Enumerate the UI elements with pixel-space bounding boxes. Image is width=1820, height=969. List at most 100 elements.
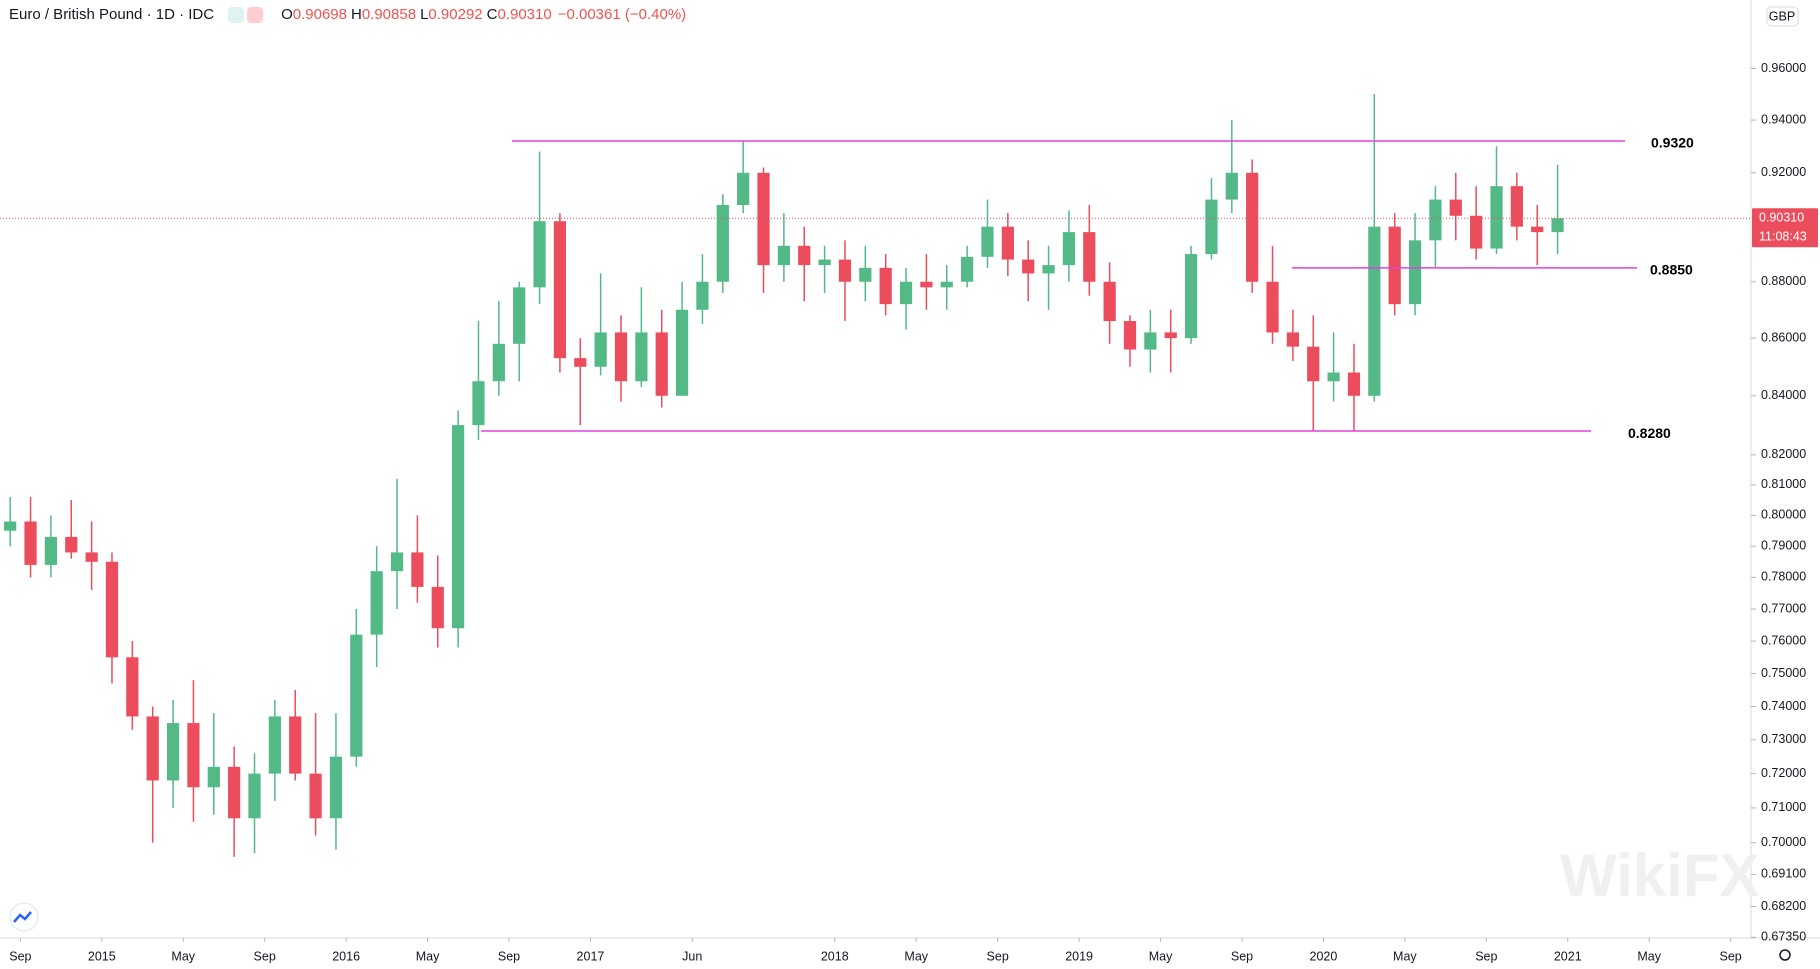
x-tick-label: May (1149, 949, 1173, 963)
candle-body (757, 172, 770, 266)
x-tick-label: Sep (498, 949, 520, 963)
currency-badge[interactable] (1766, 6, 1799, 27)
x-tick-label: Sep (1231, 949, 1253, 963)
symbol[interactable]: Euro / British Pound · 1D · IDC (9, 6, 215, 23)
y-tick-label: 0.88000 (1761, 274, 1806, 288)
candle-body (675, 309, 689, 396)
x-tick-label: Sep (1720, 949, 1742, 963)
candle-body (1123, 321, 1137, 350)
y-tick-label: 0.72000 (1761, 766, 1806, 780)
y-tick-label: 0.84000 (1761, 388, 1806, 402)
x-tick-label: Jun (682, 949, 702, 963)
logo-icon (13, 911, 32, 923)
candle-body (166, 723, 180, 781)
ohlc-key: C (486, 6, 498, 23)
candle-body (553, 221, 567, 359)
candle-body (146, 716, 159, 781)
ohlc-value: 0.90310 (497, 6, 552, 23)
candle-body (614, 332, 628, 382)
candle-body (1368, 226, 1381, 396)
candle-body (1042, 265, 1055, 274)
x-tick-label: May (1637, 949, 1661, 963)
gear (1779, 949, 1791, 961)
y-tick-label: 0.92000 (1761, 165, 1806, 179)
candle-body (309, 773, 322, 819)
y-tick-label: 0.77000 (1761, 601, 1806, 615)
x-tick-label: 2021 (1554, 949, 1582, 963)
candle-body (268, 716, 281, 774)
x-tick-label: Sep (254, 949, 276, 963)
candle-body (1327, 372, 1340, 382)
candle-body (228, 766, 241, 819)
data-badge (247, 6, 264, 23)
x-tick-label: 2016 (332, 949, 360, 963)
y-tick-label: 0.67350 (1761, 930, 1806, 944)
candle-body (370, 571, 383, 635)
candle-body (1246, 172, 1259, 282)
candle-body (126, 657, 139, 717)
candle-body (472, 381, 485, 426)
candle-body (798, 245, 811, 266)
candle-body (44, 536, 58, 565)
candle-body (655, 332, 668, 396)
y-tick-label: 0.70000 (1761, 835, 1806, 849)
ohlc-key: O (281, 6, 293, 23)
ohlc-key: L (420, 6, 429, 23)
candle-body (1531, 226, 1544, 233)
candle-body (492, 343, 505, 382)
candle-body (1184, 254, 1198, 339)
y-tick-label: 0.69100 (1761, 867, 1806, 881)
ohlc-values: O0.90698 H0.90858 L0.90292 C0.90310 (277, 6, 552, 23)
candle-body (859, 267, 872, 282)
y-tick-label: 0.82000 (1761, 447, 1806, 461)
candle-body (696, 281, 709, 310)
candle-body (24, 521, 37, 565)
candle-body (4, 521, 17, 531)
candle-body (818, 259, 831, 266)
y-tick-label: 0.86000 (1761, 330, 1806, 344)
y-tick-label: 0.94000 (1761, 112, 1806, 126)
candle-body (574, 358, 587, 367)
candle-body (329, 756, 343, 819)
status-badges (228, 6, 264, 23)
y-tick-label: 0.68200 (1761, 899, 1806, 913)
x-tick-label: Sep (1475, 949, 1497, 963)
y-tick-label: 0.74000 (1761, 699, 1806, 713)
candle-body (1347, 372, 1361, 396)
legend-header: Euro / British Pound · 1D · IDC O0.90698… (9, 6, 686, 23)
candle-body (1062, 232, 1076, 266)
candle-body (737, 172, 750, 205)
candles (4, 94, 1564, 857)
candle-body (1307, 346, 1320, 382)
x-tick-label: Sep (987, 949, 1009, 963)
candle-body (961, 256, 974, 282)
candle-body (1144, 332, 1157, 350)
x-tick-label: 2020 (1310, 949, 1338, 963)
candle-body (1510, 186, 1523, 227)
candle-body (1022, 259, 1035, 274)
candle-body (1083, 232, 1096, 282)
ohlc-value: 0.90292 (428, 6, 483, 23)
ohlc-value: 0.90698 (292, 6, 347, 23)
x-tick-label: May (904, 949, 928, 963)
candle-body (777, 245, 790, 266)
candle-body (594, 332, 607, 367)
candle-body (981, 226, 994, 257)
last-price-box (1752, 208, 1818, 248)
candle-body (207, 766, 220, 788)
y-tick-label: 0.73000 (1761, 732, 1806, 746)
candle-body (533, 221, 546, 288)
candle-body (899, 281, 913, 305)
candle-body (1225, 172, 1238, 200)
y-tick-label: 0.81000 (1761, 477, 1806, 491)
y-tick-label: 0.71000 (1761, 800, 1806, 814)
candle-body (838, 259, 852, 282)
candle-body (390, 552, 404, 572)
settings-icon[interactable] (1779, 949, 1791, 961)
ohlc-key: H (350, 6, 362, 23)
currency-label: GBP (1769, 9, 1795, 23)
candle-body (1286, 332, 1299, 347)
candle-body (248, 773, 261, 819)
y-tick-label: 0.78000 (1761, 570, 1806, 584)
last-price-label: 0.90310 (1759, 211, 1804, 225)
